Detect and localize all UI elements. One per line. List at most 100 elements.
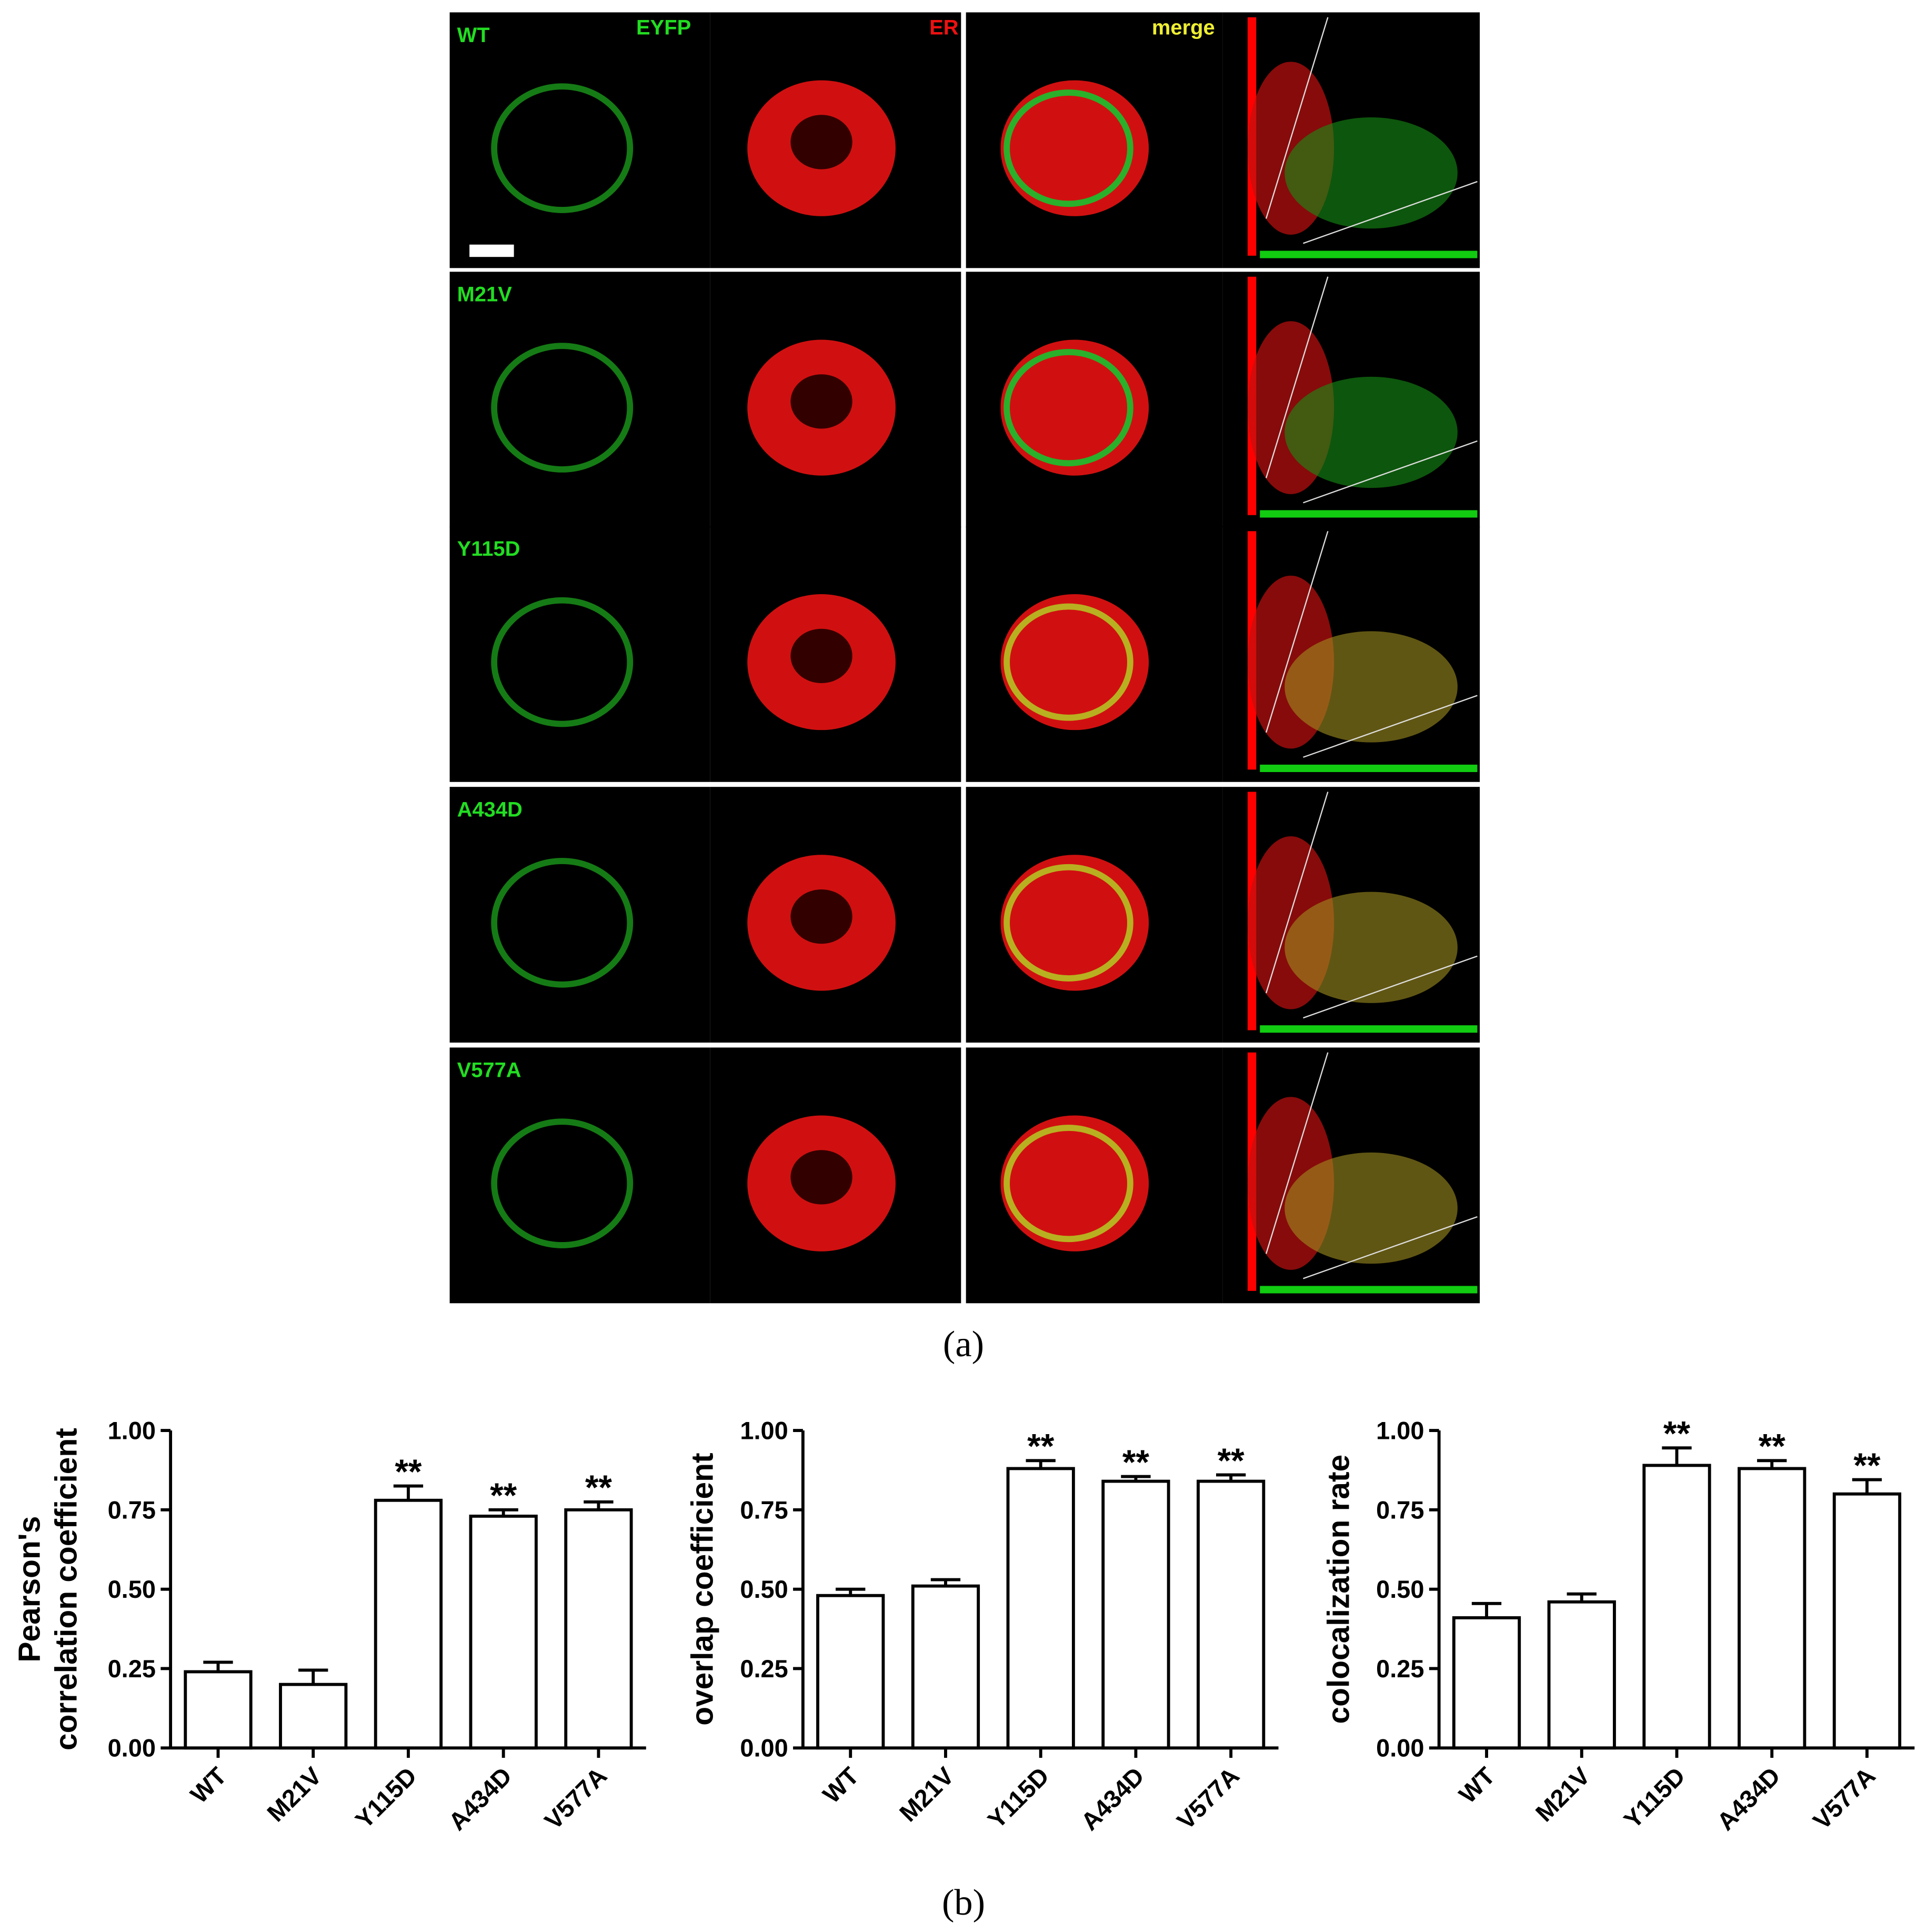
bar: [1101, 1479, 1170, 1750]
bar: [1642, 1464, 1711, 1750]
scatter-cloud: [1284, 376, 1458, 488]
y-tick-label: 0.00: [740, 1735, 788, 1762]
eyfp-image: [449, 787, 710, 1043]
y-tick-label: 1.00: [740, 1417, 788, 1444]
red-nucleus: [790, 1150, 852, 1205]
scatter-guide: [1303, 695, 1478, 758]
bar: [1006, 1467, 1075, 1750]
eyfp-image: [449, 526, 710, 782]
channel-label: merge: [1152, 16, 1215, 39]
scale-bar: [469, 244, 514, 257]
scatter-guide: [1265, 530, 1329, 733]
red-nucleus: [790, 628, 852, 683]
red-nucleus: [790, 374, 852, 429]
merge-cell: [1000, 855, 1149, 991]
eyfp-image: [449, 1047, 710, 1304]
merge-green: [1003, 89, 1133, 207]
bar: [816, 1594, 885, 1750]
scatter-guide: [1265, 792, 1329, 994]
y-tick-label: 0.25: [108, 1655, 156, 1683]
y-tick-label: 1.00: [1376, 1417, 1424, 1444]
row-label: WT: [457, 24, 490, 47]
x-tick-label: WT: [818, 1762, 865, 1809]
scatter-guide: [1265, 1052, 1329, 1254]
bar: [1197, 1479, 1266, 1750]
green-channel-bar: [1260, 251, 1478, 258]
bar: [1547, 1600, 1616, 1750]
y-tick-label: 0.50: [108, 1576, 156, 1603]
panel-a: WT M21V Y115D A434D V577A EYFP ER merge: [449, 12, 1480, 1304]
x-tick-label: V577A: [1808, 1762, 1881, 1835]
x-tick-label: M21V: [894, 1762, 959, 1827]
green-channel-bar: [1260, 764, 1478, 772]
significance-label: **: [585, 1468, 613, 1507]
scatter-guide: [1265, 276, 1329, 478]
red-nucleus: [790, 889, 852, 944]
scatter-guide: [1303, 955, 1478, 1019]
channel-label: ER: [929, 16, 958, 39]
y-tick-label: 0.00: [108, 1735, 156, 1762]
merge-green: [1003, 864, 1133, 982]
bar: [1452, 1616, 1521, 1750]
significance-label: **: [1122, 1443, 1150, 1481]
y-tick-label: 0.00: [1376, 1735, 1424, 1762]
y-tick-label: 0.50: [1376, 1576, 1424, 1603]
x-tick-label: V577A: [1172, 1762, 1244, 1835]
scatter-guide: [1303, 181, 1478, 244]
merge-cell: [1000, 80, 1149, 216]
bar: [1832, 1492, 1902, 1750]
x-tick-label: Y115D: [1619, 1762, 1690, 1834]
x-tick-label: Y115D: [982, 1762, 1054, 1834]
merge-cell: [1000, 594, 1149, 730]
y-tick-label: 0.75: [108, 1496, 156, 1524]
green-cell: [491, 858, 634, 988]
row-label: M21V: [457, 283, 513, 306]
significance-label: **: [1663, 1415, 1691, 1453]
scatter-guide: [1265, 17, 1329, 219]
scatter-guide: [1303, 440, 1478, 504]
merge-green: [1003, 603, 1133, 721]
bar-chart: 0.00 0.25 0.50 0.75 1.00 overlap coefficient W…: [686, 1417, 1279, 1836]
x-tick-label: M21V: [1530, 1762, 1595, 1827]
x-tick-label: M21V: [262, 1762, 327, 1827]
significance-label: **: [1759, 1427, 1786, 1466]
significance-label: **: [395, 1453, 422, 1491]
bar: [374, 1498, 443, 1750]
y-axis-label: colocalization rate: [1321, 1455, 1356, 1724]
panel-b-caption: (b): [942, 1882, 985, 1923]
y-tick-label: 0.75: [740, 1496, 788, 1524]
x-tick-label: WT: [185, 1762, 232, 1809]
y-tick-label: 0.25: [740, 1655, 788, 1683]
merge-cell: [1000, 1115, 1149, 1252]
bar: [1738, 1467, 1806, 1750]
y-axis-label: Pearson's: [12, 1516, 46, 1663]
scatter-guide: [1303, 1216, 1478, 1279]
eyfp-image: [449, 272, 710, 528]
green-channel-bar: [1260, 1286, 1478, 1294]
green-cell: [491, 1118, 634, 1248]
scatter-cloud: [1284, 117, 1458, 229]
channel-label: EYFP: [636, 16, 691, 39]
bar-chart: 0.00 0.25 0.50 0.75 1.00 Pearson's correlation…: [12, 1417, 646, 1836]
significance-label: **: [1853, 1446, 1881, 1485]
bar: [184, 1670, 253, 1750]
bar: [469, 1514, 538, 1750]
green-channel-bar: [1260, 510, 1478, 518]
y-axis-label: correlation coefficient: [49, 1428, 84, 1750]
x-tick-label: A434D: [443, 1762, 517, 1836]
significance-label: **: [1218, 1442, 1245, 1480]
y-tick-label: 0.50: [740, 1576, 788, 1603]
y-axis-label: overlap coefficient: [686, 1453, 720, 1726]
row-label: A434D: [457, 798, 523, 821]
row-label: V577A: [457, 1059, 521, 1082]
bar: [911, 1584, 980, 1750]
merge-cell: [1000, 339, 1149, 476]
merge-green: [1003, 349, 1133, 467]
y-tick-label: 0.25: [1376, 1655, 1424, 1683]
green-channel-bar: [1260, 1025, 1478, 1033]
y-tick-label: 0.75: [1376, 1496, 1424, 1524]
bar-chart: 0.00 0.25 0.50 0.75 1.00 colocalization rate W…: [1321, 1415, 1915, 1836]
significance-label: **: [490, 1476, 517, 1515]
